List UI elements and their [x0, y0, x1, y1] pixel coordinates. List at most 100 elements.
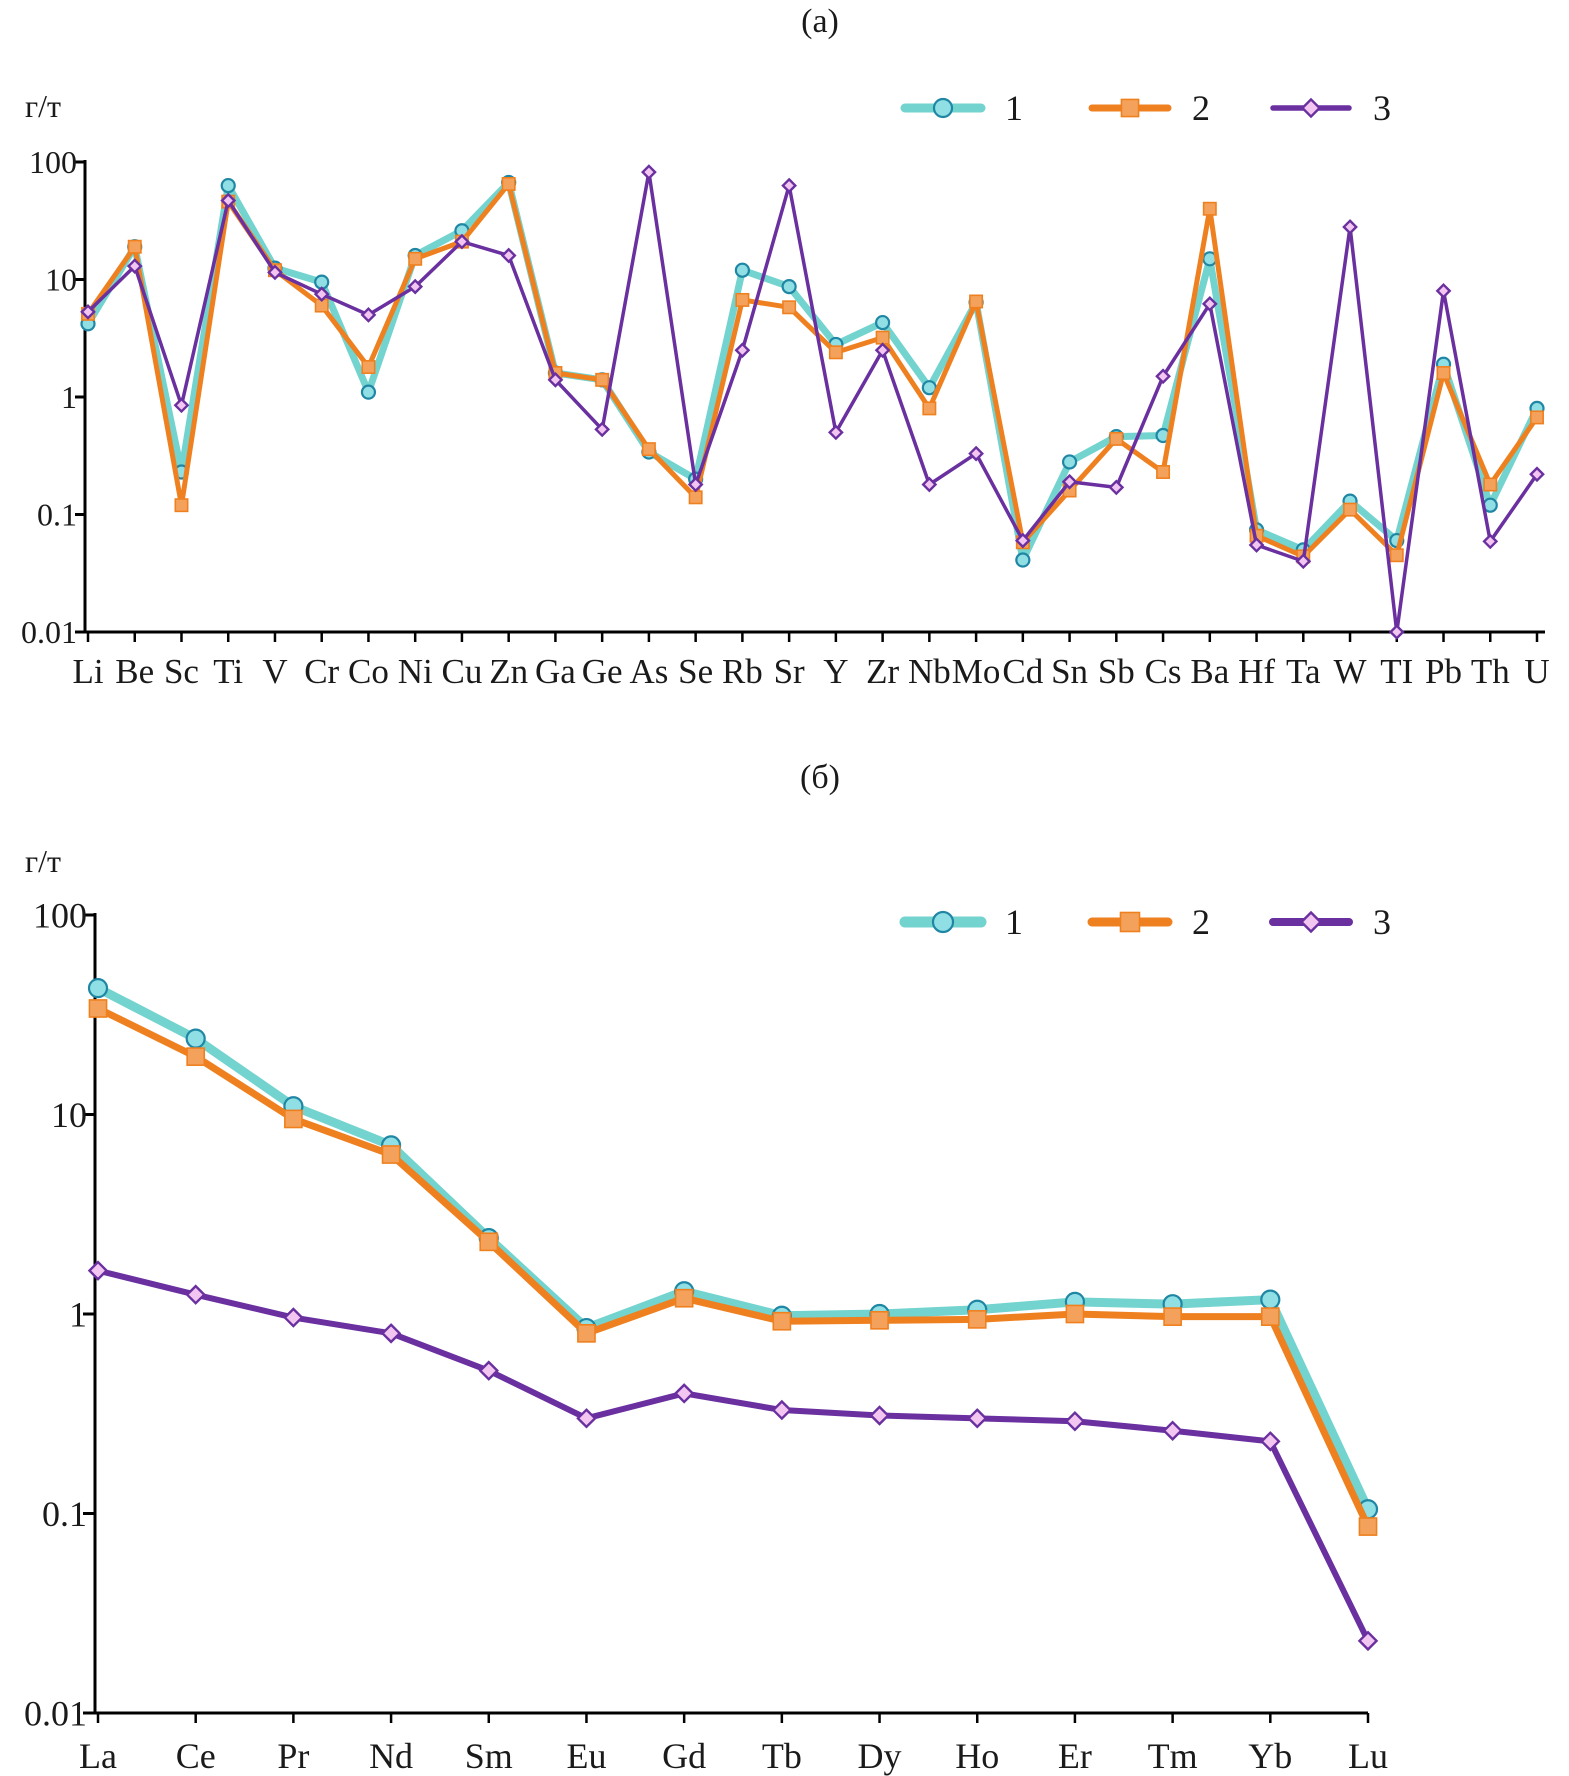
series-2-point-square [174, 498, 189, 513]
series-2-point-square [828, 345, 843, 360]
x-category-label: Th [1471, 652, 1510, 691]
series-3-point-diamond [781, 177, 798, 194]
x-category-label: V [262, 652, 287, 691]
x-category-label: Ti [213, 652, 243, 691]
series-3-line [95, 1267, 1371, 1644]
series-2-point-square [595, 372, 610, 387]
y-tick-label: 1 [61, 379, 77, 415]
series-3-point-diamond [1155, 368, 1171, 385]
x-category-label: Mo [952, 652, 1001, 691]
series-3-point-diamond [173, 397, 190, 414]
series-2-point-square [1156, 465, 1171, 479]
series-1 [87, 978, 1379, 1520]
series-2-line [85, 181, 1540, 559]
series-2-point-square [479, 1232, 499, 1252]
x-category-label: Cs [1145, 652, 1182, 691]
series-3 [80, 164, 1545, 640]
x-category-label: Nb [908, 652, 951, 691]
legend-label: 1 [1005, 902, 1023, 942]
x-category-label: Sm [465, 1736, 513, 1776]
series-1-point-circle [1015, 552, 1031, 568]
series-3-point-diamond [1260, 1431, 1281, 1452]
series-2-point-square [641, 442, 656, 457]
series-2-point-square [577, 1323, 596, 1343]
x-category-label: Lu [1348, 1736, 1388, 1776]
x-category-label: Ni [398, 652, 433, 691]
series-2-point-square [381, 1145, 401, 1164]
series-3-point-diamond [1529, 466, 1545, 483]
x-category-label: U [1524, 652, 1549, 691]
series-3-point-diamond [594, 421, 611, 438]
series-2-point-square [870, 1310, 889, 1330]
series-2-point-square [1109, 431, 1124, 446]
series-3-point-diamond [687, 476, 704, 493]
series-1-point-circle [220, 177, 236, 194]
series-2 [81, 177, 1544, 564]
series-3-point-diamond [547, 371, 564, 388]
series-2-point-square [922, 401, 937, 416]
x-category-label: Tb [762, 1736, 802, 1776]
series-3-point-diamond [576, 1408, 597, 1429]
y-tick-label: 0.01 [21, 614, 77, 650]
series-3-point-diamond [283, 1307, 304, 1328]
series-1-point-circle [87, 978, 109, 999]
series-2-point-square [1260, 1307, 1280, 1326]
series-2-point-square [1358, 1517, 1378, 1536]
x-category-label: Ho [955, 1736, 999, 1776]
x-category-label: Dy [858, 1736, 902, 1776]
x-category-label: Er [1058, 1736, 1092, 1776]
legend-label: 2 [1192, 902, 1210, 942]
x-category-label: Cr [304, 652, 339, 691]
x-category-label: Nd [369, 1736, 413, 1776]
x-category-label: Ba [1190, 652, 1229, 691]
x-category-label: Yb [1248, 1736, 1292, 1776]
series-3-point-diamond [220, 192, 237, 209]
series-2-point-square [735, 292, 750, 307]
series-2-point-square [969, 294, 984, 309]
x-category-label: Co [348, 652, 389, 691]
series-3-point-diamond [1482, 533, 1499, 550]
x-category-label: Li [72, 652, 103, 691]
series-3-point-diamond [827, 424, 844, 441]
series-3-point-diamond [968, 445, 984, 462]
series-3-point-diamond [1201, 296, 1218, 312]
series-2-point-square [1343, 502, 1358, 517]
legend-entry-2: 2 [1088, 88, 1210, 128]
y-tick-label: 10 [51, 1095, 87, 1135]
series-3-point-diamond [673, 1383, 695, 1404]
series-3-point-diamond [1248, 537, 1265, 553]
legend-label: 3 [1373, 902, 1391, 942]
legend-entry-3: 3 [1270, 88, 1391, 128]
series-3-point-diamond [1061, 473, 1078, 490]
series-3-point-diamond [185, 1284, 206, 1305]
x-category-label: Sc [164, 652, 199, 691]
x-category-label: Sn [1051, 652, 1088, 691]
series-2 [88, 999, 1378, 1536]
series-3-point-diamond [1435, 283, 1452, 299]
x-category-label: Pb [1425, 652, 1462, 691]
series-2-point-square [88, 999, 108, 1018]
series-3-point-diamond [641, 164, 657, 180]
series-3-point-diamond [313, 286, 330, 303]
legend-entry-3: 3 [1269, 902, 1391, 942]
x-category-label: Cu [442, 652, 483, 691]
series-2-point-square [408, 251, 423, 266]
series-3-point-diamond [1357, 1630, 1379, 1652]
x-category-label: Hf [1238, 652, 1275, 691]
x-category-label: Eu [566, 1736, 606, 1776]
x-category-label: As [629, 652, 668, 691]
series-3-point-diamond [380, 1323, 402, 1344]
series-2-point-square [1163, 1307, 1182, 1326]
series-3-line [86, 170, 1539, 634]
x-category-label: Gd [662, 1736, 706, 1776]
x-category-label: Be [115, 652, 154, 691]
y-axis-unit-label: г/т [25, 88, 61, 124]
series-1-point-circle [931, 910, 955, 934]
series-1-point-circle [360, 384, 377, 400]
series-3-point-diamond [360, 306, 377, 323]
legend-entry-1: 1 [899, 902, 1023, 942]
series-3-point-diamond [407, 278, 424, 295]
series-2-point-square [1436, 366, 1451, 380]
x-category-label: Ga [535, 652, 576, 691]
x-category-label: Se [678, 652, 713, 691]
